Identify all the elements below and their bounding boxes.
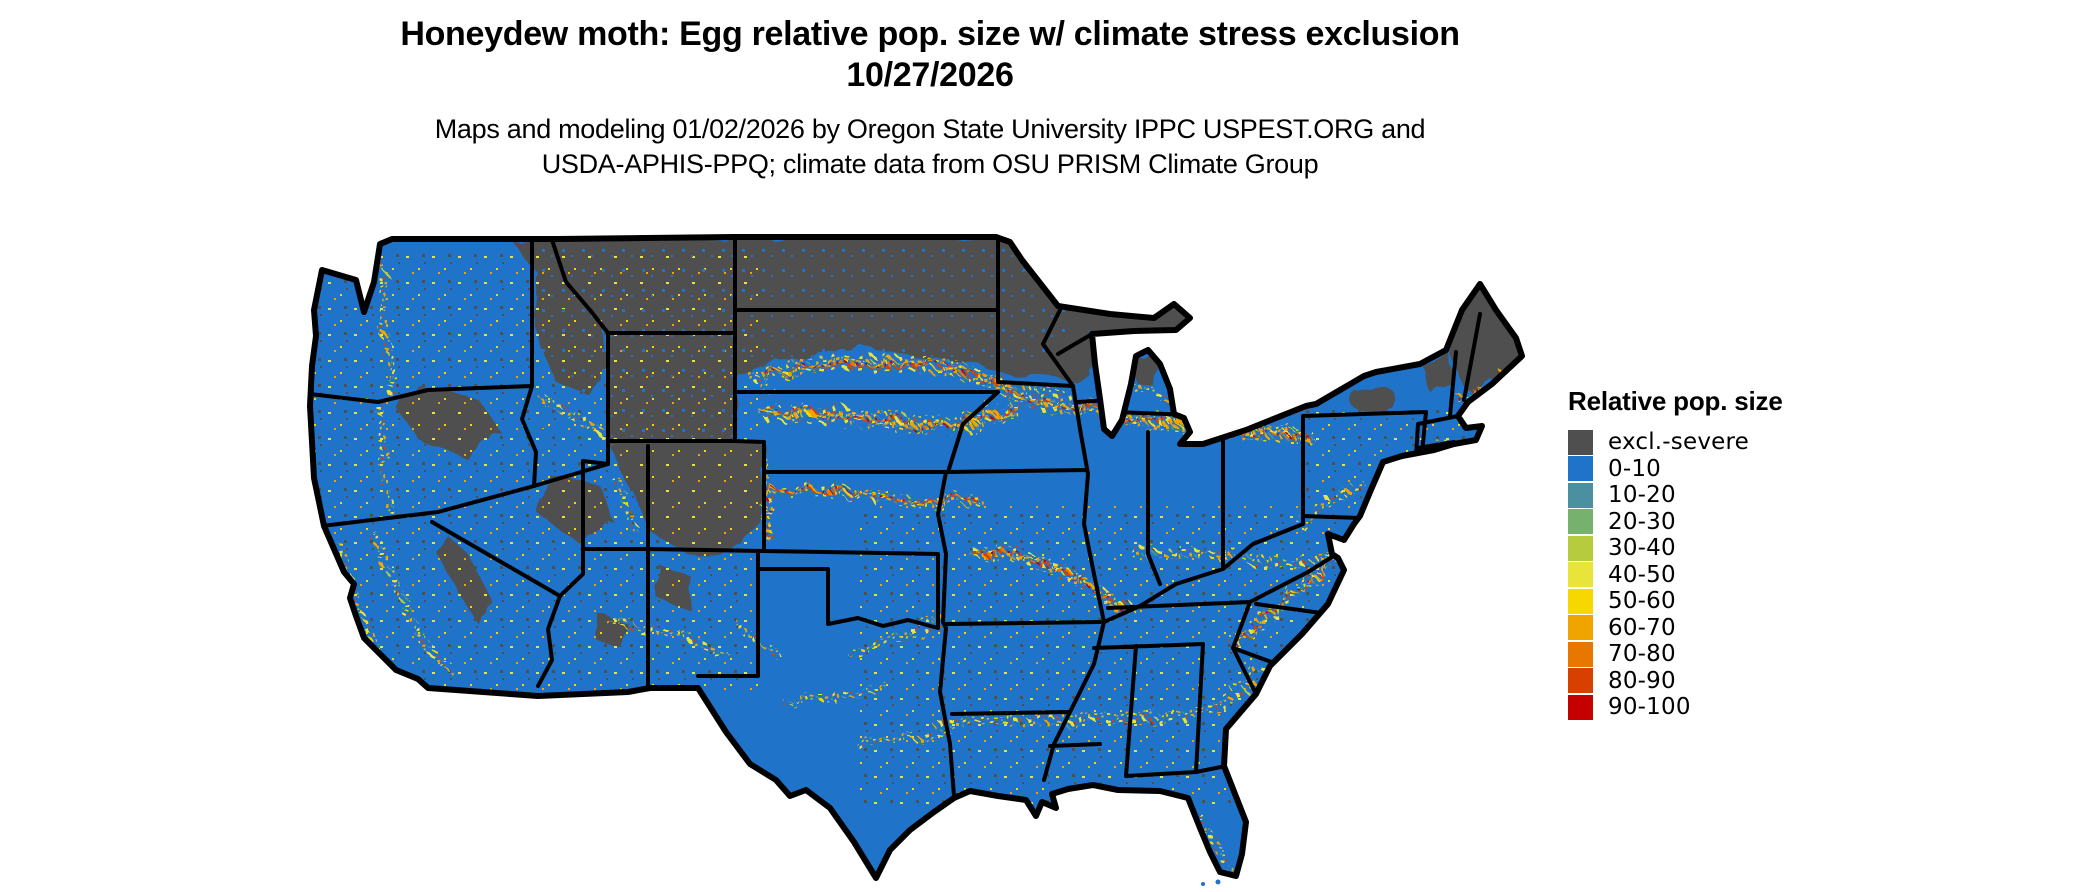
legend-item: 40-50 bbox=[1568, 562, 1898, 589]
subtitle-line-2: USDA-APHIS-PPQ; climate data from OSU PR… bbox=[541, 148, 1319, 179]
legend-label: 90-100 bbox=[1608, 694, 1691, 721]
legend-swatch bbox=[1568, 429, 1593, 455]
legend-label: 10-20 bbox=[1608, 482, 1676, 509]
legend-item: 80-90 bbox=[1568, 668, 1898, 695]
legend-swatch bbox=[1568, 456, 1593, 482]
map-state-borders bbox=[310, 237, 1482, 798]
map-speckle-layer bbox=[336, 259, 1506, 870]
legend-item: 10-20 bbox=[1568, 482, 1898, 509]
us-map-svg bbox=[298, 224, 1562, 886]
legend-swatch bbox=[1568, 668, 1593, 694]
legend-title: Relative pop. size bbox=[1568, 386, 1783, 416]
legend-label: 0-10 bbox=[1608, 455, 1661, 482]
legend-label: 40-50 bbox=[1608, 561, 1676, 588]
legend-item: excl.-severe bbox=[1568, 429, 1898, 456]
legend-swatch bbox=[1568, 535, 1593, 561]
legend-item: 70-80 bbox=[1568, 641, 1898, 668]
legend-label: excl.-severe bbox=[1608, 429, 1749, 456]
figure-subtitle: Maps and modeling 01/02/2026 by Oregon S… bbox=[340, 112, 1520, 181]
florida-keys-dot bbox=[1201, 882, 1205, 886]
florida-keys-dot bbox=[1215, 879, 1221, 885]
legend-swatch bbox=[1568, 694, 1593, 720]
figure-title: Honeydew moth: Egg relative pop. size w/… bbox=[340, 14, 1520, 97]
legend-label: 30-40 bbox=[1608, 535, 1676, 562]
legend-swatch bbox=[1568, 482, 1593, 508]
legend-swatch bbox=[1568, 641, 1593, 667]
legend-item: 30-40 bbox=[1568, 535, 1898, 562]
legend-swatch bbox=[1568, 588, 1593, 614]
legend-label: 60-70 bbox=[1608, 614, 1676, 641]
legend-item: 20-30 bbox=[1568, 509, 1898, 536]
legend-swatch bbox=[1568, 615, 1593, 641]
map-outline bbox=[310, 237, 1522, 886]
legend-label: 50-60 bbox=[1608, 588, 1676, 615]
us-map bbox=[298, 224, 1562, 888]
legend-panel: Relative pop. size excl.-severe 0-10 10-… bbox=[1568, 386, 1898, 721]
legend-label: 80-90 bbox=[1608, 667, 1676, 694]
legend-label: 70-80 bbox=[1608, 641, 1676, 668]
title-line-2: 10/27/2026 bbox=[846, 56, 1014, 95]
legend-item: 90-100 bbox=[1568, 694, 1898, 721]
legend-item: 50-60 bbox=[1568, 588, 1898, 615]
legend-swatch bbox=[1568, 562, 1593, 588]
legend-swatch bbox=[1568, 509, 1593, 535]
legend-label: 20-30 bbox=[1608, 508, 1676, 535]
subtitle-line-1: Maps and modeling 01/02/2026 by Oregon S… bbox=[434, 114, 1426, 144]
legend-item: 60-70 bbox=[1568, 615, 1898, 642]
title-line-1: Honeydew moth: Egg relative pop. size w/… bbox=[400, 15, 1460, 53]
legend-item: 0-10 bbox=[1568, 456, 1898, 483]
